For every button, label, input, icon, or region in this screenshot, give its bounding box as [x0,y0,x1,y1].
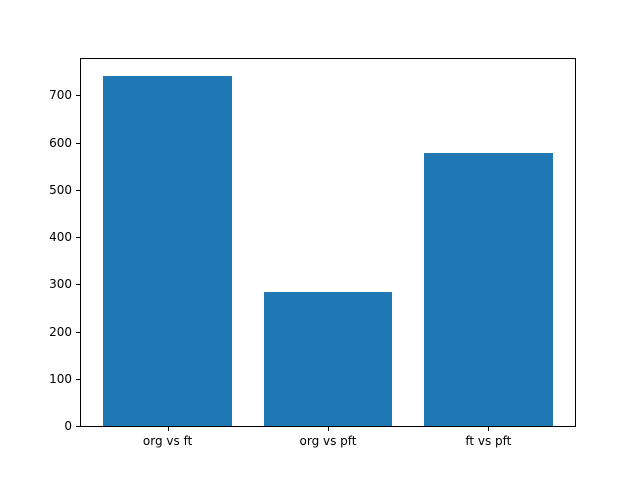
y-tick-mark [76,426,80,427]
y-tick-label: 0 [64,419,72,433]
x-tick-label: org vs pft [299,434,357,448]
bar-org-vs-pft [263,291,393,426]
y-tick-label: 100 [49,371,72,386]
x-tick-label: ft vs pft [465,434,512,448]
x-tick-mark [167,427,169,431]
y-tick-label: 400 [49,230,72,245]
y-tick-label: 500 [49,182,72,197]
y-tick-label: 700 [49,88,72,103]
y-tick-mark [76,284,80,286]
y-tick-mark [76,378,80,380]
bar-org-vs-ft [103,76,232,426]
y-tick-label: 300 [49,277,72,292]
plot-area: org vs ft org vs pft ft vs pft 0 100 200 300 40… [49,58,576,447]
y-tick-mark [76,331,80,333]
y-tick-mark [76,142,80,144]
y-tick-mark [76,95,80,97]
y-tick-mark [76,189,80,191]
x-tick-mark [488,427,490,431]
x-tick-mark [328,427,329,431]
y-tick-label: 200 [49,324,72,339]
y-tick-label: 600 [49,135,72,150]
bar-ft-vs-pft [424,152,553,426]
y-tick-mark [76,237,80,239]
x-tick-label: org vs ft [142,434,193,448]
